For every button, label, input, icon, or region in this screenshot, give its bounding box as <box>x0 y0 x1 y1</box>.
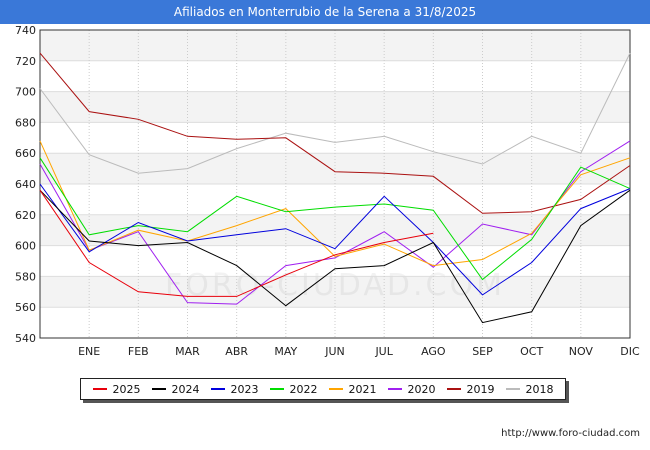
watermark: FORO-CIUDAD.COM <box>165 268 505 303</box>
legend-label: 2024 <box>171 382 200 396</box>
x-tick-label: SEP <box>472 345 493 358</box>
series-line-2024 <box>39 189 631 324</box>
legend-item-2025: 2025 <box>92 382 141 396</box>
legend-label: 2018 <box>525 382 554 396</box>
legend: 2025 2024 2023 2022 2021 2020 2019 2018 <box>80 378 566 400</box>
legend-label: 2021 <box>348 382 377 396</box>
series-line-2021 <box>39 140 631 267</box>
legend-swatch <box>210 388 225 390</box>
legend-swatch <box>92 388 107 390</box>
y-tick-label: 740 <box>15 24 36 37</box>
series-line-2022 <box>39 157 631 281</box>
x-tick-label: OCT <box>520 345 543 358</box>
x-tick-label: ENE <box>78 345 100 358</box>
legend-label: 2019 <box>466 382 495 396</box>
legend-label: 2022 <box>289 382 318 396</box>
legend-swatch <box>446 388 461 390</box>
legend-swatch <box>505 388 520 390</box>
series-line-2018 <box>39 52 631 174</box>
y-tick-label: 540 <box>15 332 36 345</box>
source-link[interactable]: http://www.foro-ciudad.com <box>501 428 640 439</box>
legend-item-2024: 2024 <box>151 382 200 396</box>
series-line-2019 <box>39 52 631 214</box>
y-tick-label: 700 <box>15 86 36 99</box>
legend-item-2022: 2022 <box>269 382 318 396</box>
y-tick-label: 660 <box>15 147 36 160</box>
x-tick-label: DIC <box>620 345 640 358</box>
x-tick-label: JUL <box>374 345 393 358</box>
series-line-2023 <box>39 183 631 296</box>
y-tick-label: 580 <box>15 270 36 283</box>
legend-item-2023: 2023 <box>210 382 259 396</box>
y-tick-label: 600 <box>15 240 36 253</box>
series-line-2025 <box>39 189 434 297</box>
legend-item-2021: 2021 <box>328 382 377 396</box>
x-tick-label: FEB <box>128 345 149 358</box>
legend-item-2019: 2019 <box>446 382 495 396</box>
y-tick-label: 680 <box>15 116 36 129</box>
legend-item-2018: 2018 <box>505 382 554 396</box>
x-tick-label: JUN <box>324 345 345 358</box>
x-tick-label: MAR <box>175 345 200 358</box>
y-tick-label: 720 <box>15 55 36 68</box>
legend-swatch <box>387 388 402 390</box>
y-tick-label: 560 <box>15 301 36 314</box>
x-tick-label: ABR <box>225 345 248 358</box>
chart-title: Afiliados en Monterrubio de la Serena a … <box>0 0 650 24</box>
series-line-2020 <box>39 140 631 305</box>
legend-item-2020: 2020 <box>387 382 436 396</box>
legend-label: 2025 <box>112 382 141 396</box>
legend-swatch <box>269 388 284 390</box>
legend-label: 2023 <box>230 382 259 396</box>
x-tick-label: AGO <box>421 345 446 358</box>
x-tick-label: NOV <box>569 345 594 358</box>
y-tick-label: 620 <box>15 209 36 222</box>
x-tick-label: MAY <box>274 345 297 358</box>
legend-label: 2020 <box>407 382 436 396</box>
legend-swatch <box>328 388 343 390</box>
y-tick-label: 640 <box>15 178 36 191</box>
legend-swatch <box>151 388 166 390</box>
